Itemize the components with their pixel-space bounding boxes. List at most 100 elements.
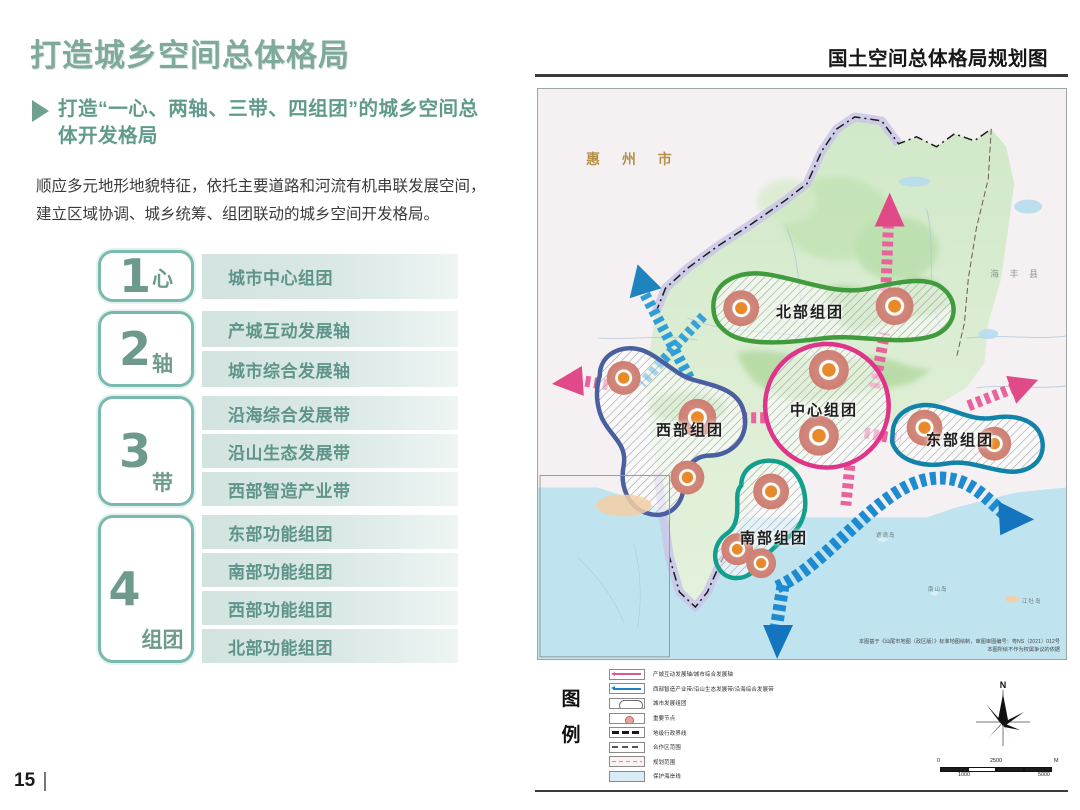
legend-item-label: 产城互动发展轴/城市综合发展轴: [653, 672, 733, 679]
legend-items-list: 产城互动发展轴/城市综合发展轴 西部智造产业带/沿山生态发展带/沿海综合发展带 …: [609, 667, 774, 784]
axis-pink-east-arrow: [966, 375, 1039, 411]
map-legend: 图 例 产城互动发展轴/城市综合发展轴 西部智造产业带/沿山生态发展带/沿海综合…: [537, 666, 877, 786]
group-unit-4: 组团: [141, 629, 184, 652]
group-number-box-1: 1 心: [98, 250, 194, 302]
bullet-heading: 打造“一心、两轴、三带、四组团”的城乡空间总体开发格局: [32, 96, 502, 150]
planning-scope-icon: [609, 756, 645, 768]
node-west-lower: [670, 460, 705, 495]
node-center-lower: [799, 415, 839, 456]
axis-pink-arrow-icon: [609, 668, 645, 680]
axis-pink-center-south: [840, 465, 856, 506]
legend-title: 图 例: [554, 682, 588, 754]
scale-label-unit: M: [1054, 758, 1059, 764]
bottom-divider: [535, 790, 1068, 792]
legend-item[interactable]: 重要节点: [609, 711, 774, 726]
list-item[interactable]: 东部功能组团: [202, 515, 458, 549]
list-item[interactable]: 南部功能组团: [202, 553, 458, 587]
map-figure[interactable]: 惠 州 市 海 丰 县 北部组团 中心组团 西部组团 东部组团 南部组团 遮浪岛…: [537, 88, 1067, 660]
group-number-box-3: 3 带: [98, 396, 194, 506]
compass-scale-block: N 0 2500 M: [930, 676, 1080, 786]
map-column: 国土空间总体格局规划图: [525, 0, 1080, 810]
group-number-box-2: 2 轴: [98, 311, 194, 387]
intro-paragraph: 顺应多元地形地貌特征，依托主要道路和河流有机串联发展空间，建立区域协调、城乡统筹…: [36, 177, 486, 223]
axis-pink-west-arrow: [551, 365, 627, 396]
page-number: 15: [14, 770, 47, 792]
legend-item[interactable]: 城市发展组团: [609, 696, 774, 711]
bullet-heading-text: 打造“一心、两轴、三带、四组团”的城乡空间总体开发格局: [58, 98, 479, 147]
legend-title-char-1: 例: [561, 725, 581, 746]
map-credit-line-2: 本图所绘不作为权属争议的依据: [987, 647, 1060, 653]
legend-item-label: 城市发展组团: [653, 701, 687, 708]
group-row-1: 1 心 城市中心组团: [98, 250, 458, 302]
group-rows-2: 产城互动发展轴 城市综合发展轴: [202, 311, 458, 387]
group-unit-2: 轴: [152, 353, 173, 376]
list-item[interactable]: 沿山生态发展带: [202, 434, 458, 468]
legend-item[interactable]: 西部智造产业带/沿山生态发展带/沿海综合发展带: [609, 682, 774, 697]
legend-item-label: 合作区范围: [653, 745, 681, 752]
left-content-column: 打造城乡空间总体格局 打造“一心、两轴、三带、四组团”的城乡空间总体开发格局 顺…: [0, 0, 525, 810]
node-east-west: [906, 409, 943, 446]
axis-blue-northwest: [629, 264, 695, 381]
map-inset-box: [539, 475, 670, 658]
legend-item[interactable]: 地级行政界线: [609, 725, 774, 740]
list-item[interactable]: 沿海综合发展带: [202, 396, 458, 430]
cluster-west: [594, 346, 748, 518]
group-number-2: 2: [118, 322, 151, 376]
group-number-4: 4: [108, 562, 141, 616]
group-rows-1: 城市中心组团: [202, 250, 458, 302]
legend-item[interactable]: 保护海岸线: [609, 769, 774, 784]
triangle-bullet-icon: [32, 100, 49, 122]
node-west-mid: [678, 398, 717, 437]
list-item[interactable]: 北部功能组团: [202, 629, 458, 663]
node-south-upper: [753, 473, 790, 510]
legend-item[interactable]: 规划范围: [609, 755, 774, 770]
admin-boundary-line: [654, 116, 992, 314]
node-north-west: [723, 290, 760, 327]
protected-coastline-icon: [609, 770, 645, 782]
list-item[interactable]: 城市综合发展轴: [202, 351, 458, 387]
scale-top-labels: 0 2500 M: [934, 758, 1062, 767]
compass-svg: [976, 690, 1030, 746]
inset-sand: [595, 494, 652, 517]
cluster-north: [711, 271, 956, 345]
legend-item-label: 重要节点: [653, 716, 676, 723]
scale-line: [940, 767, 1052, 772]
map-credit: 本图基于《汕尾市地图（政区版）》标准地图绘制，审图审图编号：粤NS（2021）0…: [859, 638, 1060, 654]
legend-item-label: 西部智造产业带/沿山生态发展带/沿海综合发展带: [653, 686, 774, 693]
compass-north-label: N: [999, 680, 1007, 690]
list-item[interactable]: 产城互动发展轴: [202, 311, 458, 347]
list-item[interactable]: 西部智造产业带: [202, 472, 458, 506]
node-north-east: [875, 287, 914, 326]
cluster-center: [762, 341, 891, 470]
title-divider: [535, 74, 1068, 77]
list-item[interactable]: 城市中心组团: [202, 253, 458, 299]
group-unit-1: 心: [152, 268, 173, 291]
page-title: 打造城乡空间总体格局: [30, 38, 350, 73]
scale-label-2500: 2500: [990, 758, 1002, 764]
map-title: 国土空间总体格局规划图: [827, 48, 1048, 70]
node-south-west: [721, 533, 754, 566]
group-number-box-4: 4 组团: [98, 515, 194, 663]
group-number-1: 1: [118, 249, 151, 303]
scale-bottom-labels: 1000 5000: [934, 772, 1062, 781]
admin-boundary-icon: [609, 727, 645, 739]
cluster-outline-icon: [609, 697, 645, 709]
page-number-value: 15: [14, 770, 36, 791]
legend-item[interactable]: 产城互动发展轴/城市综合发展轴: [609, 667, 774, 682]
group-row-2: 2 轴 产城互动发展轴 城市综合发展轴: [98, 311, 458, 387]
group-unit-3: 带: [152, 472, 173, 495]
node-south-lower: [746, 548, 777, 579]
legend-item[interactable]: 合作区范围: [609, 740, 774, 755]
node-center-upper: [808, 350, 849, 390]
group-rows-3: 沿海综合发展带 沿山生态发展带 西部智造产业带: [202, 396, 458, 506]
legend-item-label: 地级行政界线: [653, 730, 687, 737]
scale-label-0: 0: [937, 758, 940, 764]
map-graphic: [538, 89, 1066, 659]
group-rows-4: 东部功能组团 南部功能组团 西部功能组团 北部功能组团: [202, 515, 458, 663]
lakes: [898, 176, 1043, 340]
group-row-4: 4 组团 东部功能组团 南部功能组团 西部功能组团 北部功能组团: [98, 515, 458, 663]
scale-label-1000: 1000: [958, 772, 970, 778]
group-row-3: 3 带 沿海综合发展带 沿山生态发展带 西部智造产业带: [98, 396, 458, 506]
list-item[interactable]: 西部功能组团: [202, 591, 458, 625]
axis-pink-north: [874, 192, 905, 319]
